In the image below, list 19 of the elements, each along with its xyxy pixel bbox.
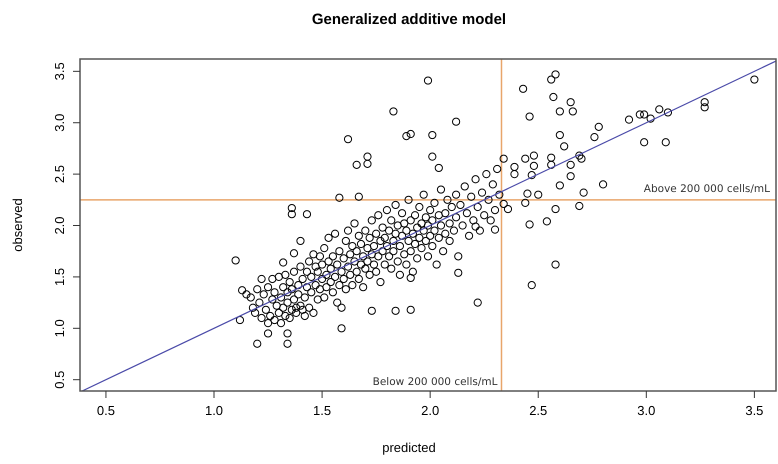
y-tick-label: 2.0 — [52, 216, 67, 235]
y-tick-label: 3.5 — [52, 62, 67, 80]
x-tick-label: 2.5 — [529, 403, 548, 418]
y-tick-label: 1.0 — [52, 319, 67, 338]
ref-line-label: Below 200 000 cells/mL — [372, 376, 498, 388]
y-tick-label: 0.5 — [52, 370, 67, 389]
x-tick-label: 3.0 — [637, 403, 656, 418]
y-tick-label: 1.5 — [52, 268, 67, 286]
x-tick-label: 1.5 — [313, 403, 332, 418]
y-tick-label: 2.5 — [52, 165, 67, 184]
x-tick-label: 1.0 — [204, 403, 224, 418]
x-axis-title: predicted — [382, 440, 436, 455]
y-tick-label: 3.0 — [52, 114, 67, 132]
ref-line-label: Above 200 000 cells/mL — [644, 182, 770, 195]
x-tick-label: 0.5 — [96, 403, 115, 418]
x-tick-label: 2.0 — [421, 403, 440, 418]
chart-title: Generalized additive model — [312, 11, 506, 28]
y-axis-title: observed — [10, 198, 25, 252]
x-tick-label: 3.5 — [745, 403, 764, 418]
